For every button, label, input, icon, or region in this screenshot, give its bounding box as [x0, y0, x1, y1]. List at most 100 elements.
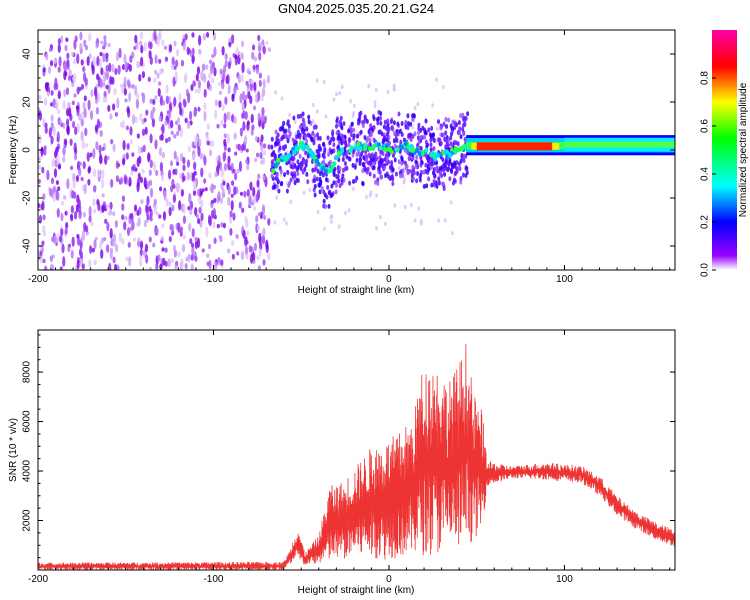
spectrogram-noise-mark [239, 93, 243, 104]
spectrogram-ridge-mark [430, 158, 434, 164]
spectrogram-ridge-mark [410, 173, 414, 179]
spectrogram-ridge-core-mark [459, 146, 464, 152]
spectrogram-noise-mark [50, 102, 54, 107]
spectrogram-ridge-mark [407, 133, 411, 139]
spectrogram-noise-mark [101, 204, 105, 214]
spectrogram-noise-mark [275, 195, 279, 200]
spectrogram-noise-mark [98, 153, 103, 165]
spectrogram-noise-mark [218, 234, 222, 241]
spectrogram-noise-mark [262, 143, 267, 149]
spectrogram-ridge-mark [281, 144, 285, 150]
spectrogram-noise-mark [316, 209, 320, 215]
spectrogram-noise-mark [187, 145, 191, 153]
spectrogram-noise-mark [137, 217, 141, 227]
spectrogram-ridge-core-mark [273, 163, 278, 169]
spectrogram-ridge-mark [400, 156, 404, 162]
spectrogram-noise-mark [73, 72, 77, 83]
spectrogram-noise-mark [220, 119, 224, 127]
spectrogram-noise-mark [126, 142, 130, 150]
spectrogram-noise-mark [352, 111, 356, 116]
spectrogram-x-label: Height of straight line (km) [298, 285, 415, 296]
spectrogram-noise-mark [126, 227, 131, 237]
spectrogram-ridge-mark [328, 140, 332, 146]
spectrogram-noise-mark [176, 161, 180, 166]
spectrogram-noise-mark [52, 185, 57, 193]
spectrogram-noise-mark [90, 221, 94, 227]
spectrogram-noise-mark [52, 192, 56, 203]
spectrogram-noise-mark [203, 88, 207, 98]
spectrogram-noise-mark [260, 141, 264, 152]
spectrogram-ridge-mark [460, 152, 464, 158]
spectrogram-noise-mark [120, 176, 124, 185]
spectrogram-ridge-mark [296, 159, 300, 165]
spectrogram-noise-mark [134, 34, 138, 44]
spectrogram-ridge-mark [352, 133, 356, 139]
spectrogram-noise-mark [411, 125, 415, 130]
spectrogram-noise-mark [80, 59, 84, 66]
spectrogram-noise-mark [70, 249, 74, 259]
spectrogram-noise-mark [133, 204, 138, 212]
spectrogram-ridge-mark [451, 119, 455, 125]
spectrogram-noise-mark [42, 258, 46, 264]
spectrogram-ridge-mark [271, 160, 275, 166]
spectrogram-noise-mark [65, 118, 70, 127]
spectrogram-noise-mark [42, 67, 46, 73]
spectrogram-ridge-mark [342, 137, 346, 143]
spectrogram-ridge-mark [275, 183, 279, 189]
spectrogram-noise-mark [80, 176, 84, 182]
spectrogram-noise-mark [244, 236, 248, 247]
spectrogram-noise-mark [230, 34, 235, 45]
spectrogram-y-tick-label: 40 [22, 48, 33, 60]
spectrogram-noise-mark [114, 112, 118, 117]
spectrogram-noise-mark [71, 100, 75, 106]
spectrogram-ridge-mark [317, 144, 321, 150]
spectrogram-ridge-mark [458, 130, 462, 136]
spectrogram-ridge-mark [320, 186, 324, 192]
spectrogram-ridge-core-mark [453, 149, 458, 155]
spectrogram-ridge-mark [442, 167, 446, 173]
spectrogram-ridge-mark [359, 129, 363, 135]
spectrogram-ridge-mark [424, 118, 428, 124]
spectrogram-noise-mark [162, 211, 167, 221]
spectrogram-noise-mark [91, 247, 95, 253]
spectrogram-noise-mark [329, 219, 333, 224]
spectrogram-ridge-mark [401, 168, 405, 174]
spectrogram-noise-mark [180, 258, 184, 269]
spectrogram-ridge-mark [395, 138, 399, 144]
spectrogram-noise-mark [203, 178, 207, 184]
spectrogram-noise-mark [39, 244, 43, 250]
spectrogram-noise-mark [48, 47, 53, 52]
spectrogram-noise-mark [231, 253, 235, 260]
spectrogram-ridge-mark [273, 153, 277, 159]
spectrogram-noise-mark [206, 123, 210, 130]
spectrogram-noise-mark [195, 73, 199, 82]
spectrogram-noise-mark [75, 204, 79, 213]
spectrogram-ridge-mark [348, 156, 352, 162]
spectrogram-ridge-mark [409, 136, 413, 142]
spectrogram-noise-mark [179, 230, 183, 237]
spectrogram-noise-mark [90, 89, 94, 98]
spectrogram-noise-mark [57, 108, 61, 115]
spectrogram-noise-mark [220, 221, 224, 228]
spectrogram-noise-mark [245, 148, 249, 153]
spectrogram-noise-mark [153, 198, 157, 206]
spectrogram-noise-mark [200, 167, 204, 178]
spectrogram-noise-mark [392, 86, 396, 92]
spectrogram-noise-mark [195, 213, 199, 219]
spectrogram-noise-mark [96, 118, 101, 129]
colorbar-tick-label: 0.0 [700, 263, 711, 277]
colorbar-tick-label: 0.2 [700, 215, 711, 229]
spectrogram-noise-mark [262, 45, 266, 55]
spectrogram-noise-mark [53, 58, 57, 64]
spectrogram-noise-mark [211, 140, 215, 148]
spectrogram-ridge-mark [327, 190, 331, 196]
spectrogram-ridge-core-mark [436, 152, 441, 158]
spectrogram-noise-mark [208, 85, 212, 92]
spectrogram-noise-mark [205, 131, 209, 138]
spectrogram-ridge-mark [416, 143, 420, 149]
spectrogram-noise-mark [66, 61, 70, 71]
spectrogram-noise-mark [114, 220, 118, 228]
spectrogram-noise-mark [174, 71, 178, 82]
snr-x-tick-label: -100 [203, 574, 223, 585]
spectrogram-ridge-mark [326, 185, 330, 191]
